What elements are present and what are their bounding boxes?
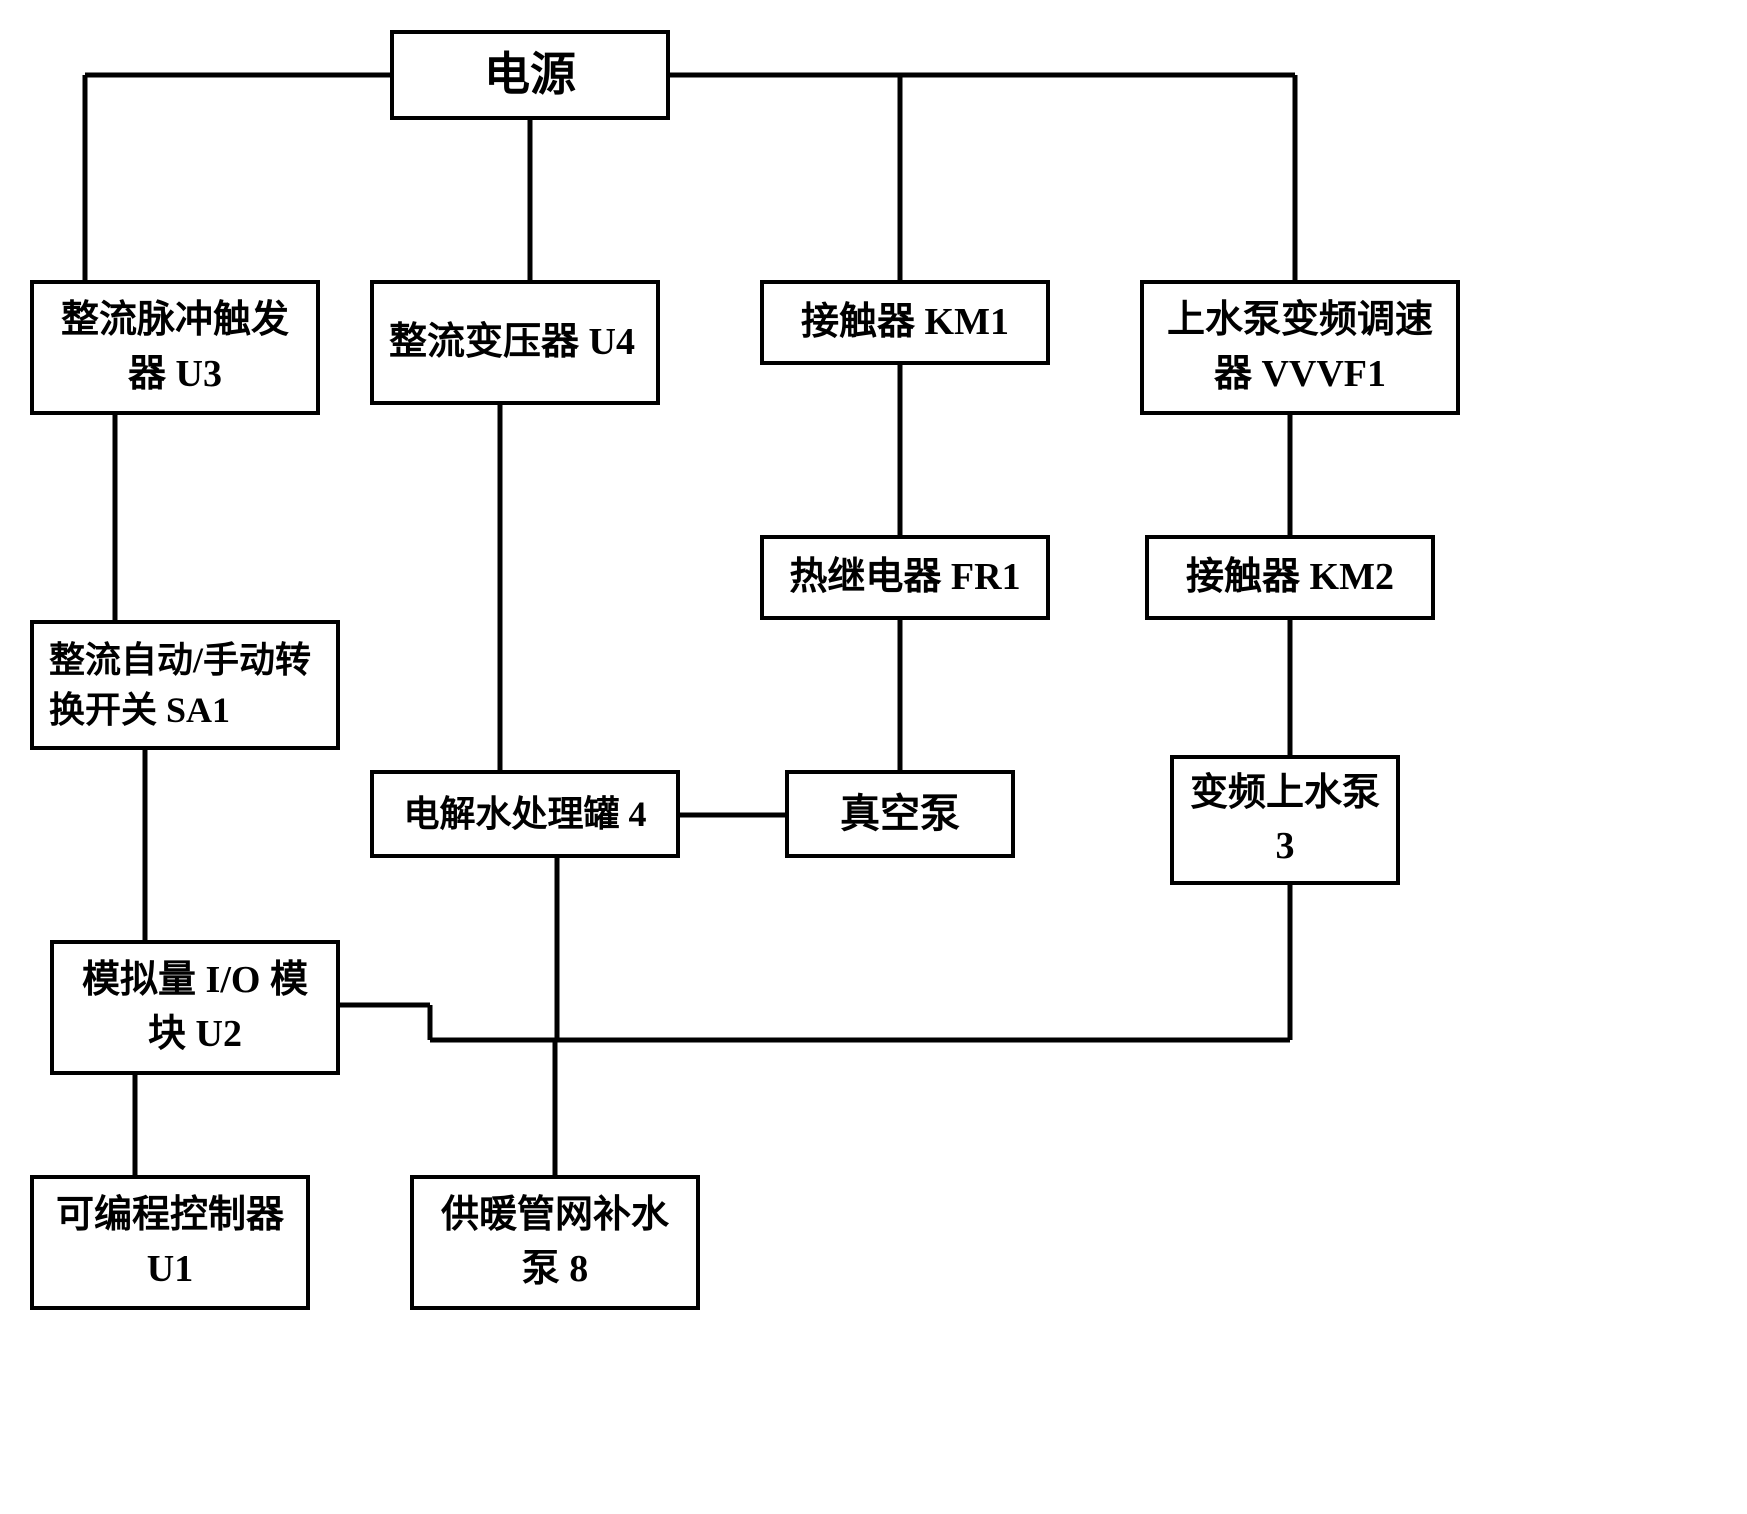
node-label-sa1: 整流自动/手动转换开关 SA1 <box>49 635 321 736</box>
node-fr1: 热继电器 FR1 <box>760 535 1050 620</box>
node-vacuum: 真空泵 <box>785 770 1015 858</box>
node-power: 电源 <box>390 30 670 120</box>
node-km2: 接触器 KM2 <box>1145 535 1435 620</box>
node-label-u4: 整流变压器 U4 <box>389 316 635 369</box>
node-label-pump3: 变频上水泵 3 <box>1189 767 1381 873</box>
node-label-u1: 可编程控制器U1 <box>49 1189 291 1295</box>
node-label-u3: 整流脉冲触发器 U3 <box>49 294 301 400</box>
node-label-power: 电源 <box>484 43 576 107</box>
node-label-fr1: 热继电器 FR1 <box>789 551 1020 604</box>
node-u2: 模拟量 I/O 模块 U2 <box>50 940 340 1075</box>
node-pump8: 供暖管网补水泵 8 <box>410 1175 700 1310</box>
node-label-pump8: 供暖管网补水泵 8 <box>429 1189 681 1295</box>
node-label-vacuum: 真空泵 <box>840 786 960 842</box>
node-label-tank4: 电解水处理罐 4 <box>403 789 646 839</box>
node-sa1: 整流自动/手动转换开关 SA1 <box>30 620 340 750</box>
node-label-km1: 接触器 KM1 <box>801 296 1009 349</box>
node-u4: 整流变压器 U4 <box>370 280 660 405</box>
node-u3: 整流脉冲触发器 U3 <box>30 280 320 415</box>
node-vvvf1: 上水泵变频调速器 VVVF1 <box>1140 280 1460 415</box>
node-label-vvvf1: 上水泵变频调速器 VVVF1 <box>1159 294 1441 400</box>
node-tank4: 电解水处理罐 4 <box>370 770 680 858</box>
node-label-km2: 接触器 KM2 <box>1186 551 1394 604</box>
node-km1: 接触器 KM1 <box>760 280 1050 365</box>
node-pump3: 变频上水泵 3 <box>1170 755 1400 885</box>
node-u1: 可编程控制器U1 <box>30 1175 310 1310</box>
node-label-u2: 模拟量 I/O 模块 U2 <box>69 954 321 1060</box>
